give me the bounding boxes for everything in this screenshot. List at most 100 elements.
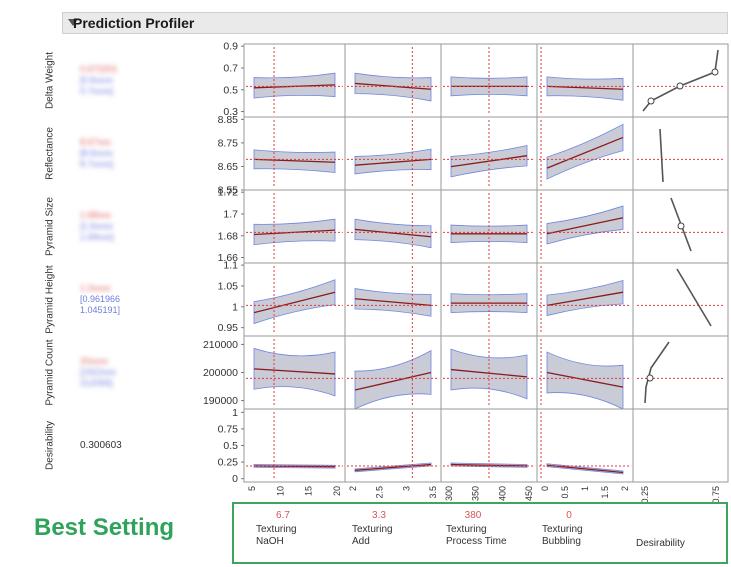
prediction-trace: [354, 298, 432, 306]
x-tick-label: 10: [275, 486, 285, 496]
y-tick-label: 8.55: [218, 185, 239, 197]
desirability-handle[interactable]: [646, 374, 654, 382]
x-tick-label: 2.5: [375, 486, 385, 499]
y-tick-label: 0.5: [223, 440, 238, 452]
confidence-low: [0.6xxxx: [80, 74, 114, 85]
factor-settings-box: 6.7 Texturing NaOH 3.3 Texturing Add 380…: [232, 502, 728, 564]
confidence-high: 1.045191]: [80, 304, 121, 315]
x-tick-label: 0: [540, 486, 550, 491]
desirability-handle[interactable]: [676, 82, 684, 90]
y-tick-label: 1: [232, 301, 238, 313]
desirability-function-curve[interactable]: [676, 268, 712, 327]
best-setting-label: Best Setting: [34, 514, 175, 541]
y-tick-label: 200000: [203, 367, 238, 379]
desirability-tick-label: 0.75: [711, 486, 721, 504]
y-tick-label: 1.7: [223, 208, 238, 220]
x-tick-label: 15: [304, 486, 314, 496]
x-tick-label: 1: [580, 486, 590, 491]
y-tick-label: 0.75: [218, 423, 239, 435]
factor-current-value[interactable]: 6.7: [276, 510, 290, 521]
x-tick-label: 5: [247, 486, 257, 491]
y-tick-label: 0.3: [223, 106, 238, 118]
confidence-band: [354, 349, 432, 410]
prediction-trace: [546, 371, 624, 388]
confidence-band: [354, 148, 432, 175]
x-tick-label: 350: [471, 486, 481, 501]
x-tick-label: 0.5: [560, 486, 570, 499]
y-tick-label: 1.05: [218, 280, 239, 292]
desirability-handle[interactable]: [647, 97, 655, 105]
profile-cell[interactable]: [632, 335, 729, 410]
factor-name-line1: Texturing: [256, 524, 297, 535]
predicted-value[interactable]: 8.67xxx [8.6xxxx 8.7xxxx]: [80, 137, 113, 170]
confidence-high: 212055]: [80, 377, 113, 388]
y-tick-label: 0.25: [218, 457, 239, 469]
y-tick-label: 0.9: [223, 41, 238, 53]
factor-naoh[interactable]: 6.7 Texturing NaOH: [256, 510, 310, 548]
y-tick-label: 1.72: [218, 187, 239, 199]
confidence-band: [253, 279, 336, 325]
confidence-low: [1922xxx: [80, 366, 117, 377]
profiler-title: Prediction Profiler: [73, 15, 195, 31]
predicted-value[interactable]: 20xxxx [1922xxx 212055]: [80, 356, 116, 389]
prediction-trace: [450, 368, 528, 378]
factor-process-time[interactable]: 380 Texturing Process Time: [446, 510, 507, 548]
desirability-axis-label: Desirability: [636, 538, 685, 549]
factor-current-value[interactable]: 0: [566, 510, 572, 521]
desirability-handle[interactable]: [677, 222, 685, 230]
predicted-value[interactable]: 0.672201 [0.6xxxx 0.7xxxx]: [80, 64, 118, 97]
x-tick-label: 3.5: [428, 486, 438, 499]
prediction-trace: [253, 368, 336, 375]
confidence-low: [8.6xxxx: [80, 147, 114, 158]
x-tick-label: 450: [524, 486, 534, 501]
prediction-trace: [546, 136, 624, 169]
confidence-high: 1.69xxx]: [80, 231, 114, 242]
factor-add[interactable]: 3.3 Texturing Add: [352, 510, 406, 548]
profile-cell[interactable]: [632, 116, 729, 191]
factor-current-value[interactable]: 380: [464, 510, 482, 521]
factor-name-line1: Texturing: [352, 524, 393, 535]
profile-cell[interactable]: [243, 408, 346, 483]
desirability-function-curve[interactable]: [659, 128, 664, 183]
desirability-handle[interactable]: [711, 68, 719, 76]
empty-cell: [632, 408, 729, 483]
y-tick-label: 190000: [203, 395, 238, 407]
desirability-tick-label: 0.25: [640, 486, 650, 504]
confidence-band: [546, 279, 624, 317]
confidence-band: [546, 76, 624, 101]
y-tick-label: 0.95: [218, 322, 239, 334]
factor-name-line2: Bubbling: [542, 536, 581, 547]
x-tick-label: 2: [348, 486, 358, 491]
factor-name-line2: Add: [352, 536, 370, 547]
confidence-low: [0.961966: [80, 293, 121, 304]
disclosure-triangle-icon[interactable]: [68, 19, 78, 26]
factor-name-line1: Texturing: [446, 524, 487, 535]
factor-bubbling[interactable]: 0 Texturing Bubbling: [542, 510, 596, 548]
x-tick-label: 3: [401, 486, 411, 491]
confidence-low: [1.6xxxx: [80, 220, 114, 231]
prediction-trace: [546, 291, 624, 306]
x-tick-label: 2: [620, 486, 630, 491]
predicted-mean: 8.67xxx: [80, 136, 112, 147]
factor-name-line2: Process Time: [446, 536, 507, 547]
x-tick-label: 20: [332, 486, 342, 496]
predicted-value[interactable]: 1.0xxxx [0.961966 1.045191]: [80, 283, 120, 316]
x-tick-label: 1.5: [600, 486, 610, 499]
predicted-value[interactable]: 1.68xxx [1.6xxxx 1.69xxx]: [80, 210, 114, 243]
profiler-header[interactable]: Prediction Profiler: [62, 12, 728, 34]
y-tick-label: 210000: [203, 339, 238, 351]
y-tick-label: 0: [232, 473, 238, 485]
y-tick-label: 0.5: [223, 84, 238, 96]
y-tick-label: 1.66: [218, 252, 239, 264]
factor-current-value[interactable]: 3.3: [372, 510, 386, 521]
prediction-trace: [354, 463, 432, 471]
x-tick-label: 300: [444, 486, 454, 501]
predicted-value[interactable]: 0.300603: [80, 439, 122, 451]
prediction-trace: [354, 371, 432, 391]
y-tick-label: 8.75: [218, 137, 239, 149]
predicted-mean: 1.68xxx: [80, 209, 112, 220]
confidence-high: 0.7xxxx]: [80, 85, 114, 96]
y-tick-label: 1: [232, 407, 238, 419]
confidence-band: [546, 205, 624, 245]
